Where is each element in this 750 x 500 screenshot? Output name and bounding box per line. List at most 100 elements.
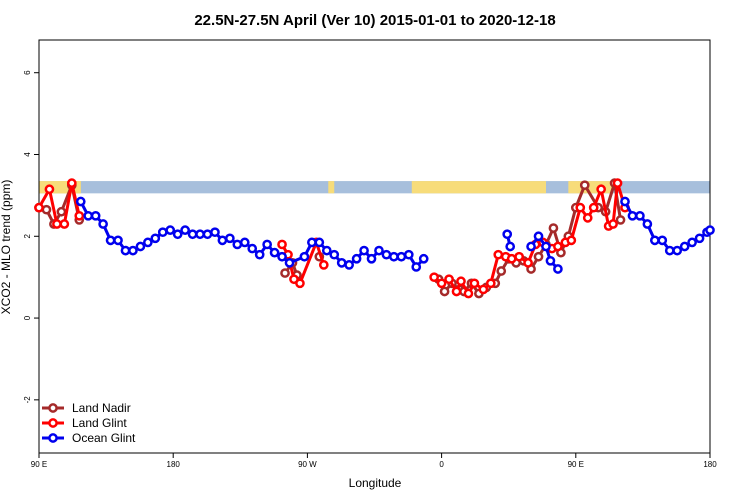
land-band-segment [568,181,614,194]
x-tick-label: 90 W [298,460,317,469]
ocean-glint-point [694,233,705,244]
land-glint-point [444,274,454,285]
land-glint-point [74,210,85,221]
land-glint-point [318,260,329,270]
ocean-glint-point [187,229,198,240]
land-nadir-point [533,251,544,262]
x-axis-title: Longitude [349,476,402,490]
land-glint-point [52,219,62,229]
y-tick-label: -2 [23,396,32,404]
legend-swatch-point [48,403,58,413]
land-nadir-point [280,268,290,278]
ocean-glint-point [75,196,86,207]
ocean-glint-point [180,225,190,235]
y-tick-label: 6 [23,70,32,75]
y-tick-label: 2 [23,234,32,239]
legend-label: Land Glint [72,416,127,430]
ocean-glint-point [113,235,123,246]
ocean-glint-point [553,264,563,274]
ocean-glint-point [217,235,228,246]
land-glint-point [582,213,593,223]
ocean-glint-point [225,233,235,244]
ocean-glint-point [505,241,516,252]
ocean-glint-point [381,249,392,260]
ocean-glint-point [135,241,146,252]
ocean-glint-line [623,200,711,253]
land-glint-point [588,202,599,213]
land-glint-point [608,219,618,229]
ocean-glint-point [157,227,168,238]
y-tick-label: 4 [23,152,32,157]
land-glint-point [451,286,462,297]
ocean-glint-point [277,251,287,262]
x-tick-label: 180 [167,460,181,469]
ocean-glint-point [545,255,556,266]
ocean-glint-point [247,243,258,254]
plot-area: 90 E 180 90 W 0 90 E 180 -2 0 2 4 6 Land NadirLand … [23,39,717,469]
land-glint-point [514,251,524,262]
land-glint-point [436,278,447,289]
ocean-glint-point [389,251,399,262]
land-glint-point [469,278,480,289]
land-nadir-point [56,206,67,217]
land-glint-point [485,278,496,289]
ocean-glint-point [672,245,683,256]
ocean-glint-point [98,219,108,229]
land-nadir-line [437,181,623,296]
ocean-glint-point [262,239,272,250]
ocean-glint-point [705,225,715,235]
ocean-glint-point [635,210,645,221]
ocean-glint-point [336,258,347,268]
ocean-glint-point [351,253,362,264]
ocean-glint-point [239,237,250,248]
land-nadir-point [496,266,507,276]
ocean-glint-point [642,219,653,229]
land-glint-point [456,276,466,287]
land-glint-point [523,258,533,268]
plot-frame [38,39,711,454]
land-nadir-point [615,215,626,225]
ocean-glint-point [418,253,429,264]
land-glint-point [493,249,504,260]
ocean-glint-point [143,237,153,248]
legend-label: Ocean Glint [72,431,136,445]
x-tick-label: 180 [703,460,717,469]
land-glint-point [44,184,55,195]
ocean-glint-point [202,229,213,240]
land-glint-point [463,288,474,299]
ocean-glint-point [533,231,544,242]
ocean-glint-point [172,229,183,240]
ocean-glint-point [165,225,176,235]
land-glint-point [566,235,577,246]
ocean-glint-point [83,210,94,221]
ocean-glint-point [128,245,138,256]
ocean-glint-point [679,241,690,252]
ocean-glint-point [150,233,161,244]
ocean-glint-point [374,245,384,256]
ocean-glint-point [232,239,243,250]
land-band-segment [411,181,546,194]
ocean-glint-point [403,249,414,260]
land-nadir-point [548,223,559,233]
ocean-glint-point [366,253,377,264]
ocean-glint-point [649,235,660,246]
x-tick-label: 0 [439,460,444,469]
land-glint-point [553,241,563,252]
land-glint-point [478,284,489,295]
ocean-glint-point [321,245,332,256]
ocean-glint-point [344,260,355,270]
ocean-glint-point [541,241,551,252]
x-tick-label: 90 E [31,460,47,469]
land-glint-point [429,272,439,283]
ocean-glint-point [657,235,668,246]
legend-swatch-point [48,418,58,428]
ocean-glint-point [307,237,317,248]
ocean-glint-point [620,196,630,207]
land-band-segment [328,181,335,194]
ocean-glint-point [269,247,280,258]
land-glint-line [433,182,627,297]
land-nadir-point [439,286,450,297]
ocean-glint-point [687,237,697,248]
land-glint-point [277,239,287,250]
